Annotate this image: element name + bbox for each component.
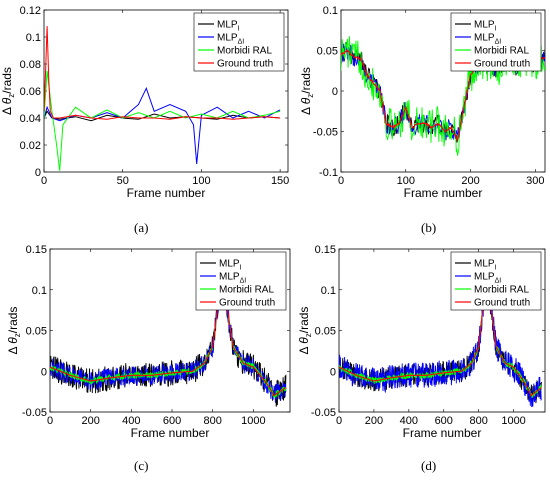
series-mlp_di xyxy=(44,86,281,164)
legend-label-mlp_i: MLPI xyxy=(474,20,497,33)
caption-a: (a) xyxy=(134,220,149,235)
y-tick-label: 0 xyxy=(332,86,338,98)
panel-b: 0 100 200 300 -0.1 -0.05 0 0.05 0.1 Frame number Δ… xyxy=(299,5,546,200)
x-tick-label: 0 xyxy=(336,415,342,427)
y-tick-label: 0.12 xyxy=(20,5,41,17)
legend-box xyxy=(450,12,542,72)
y-tick-label: 0.05 xyxy=(315,326,336,338)
y-tick-label: -0.05 xyxy=(22,407,47,419)
x-tick-label: 400 xyxy=(400,415,418,427)
legend-label-mlp_di: MLPΔI xyxy=(217,33,244,46)
y-tick-label: -0.1 xyxy=(319,167,338,179)
legend-label-mlp_di: MLPΔI xyxy=(219,272,246,285)
y-tick-label: 0.02 xyxy=(20,140,41,152)
x-tick-label: 800 xyxy=(469,415,487,427)
y-axis-label: Δ θz/rads xyxy=(6,307,22,355)
y-axis-label: Δ θz/rads xyxy=(297,307,313,355)
x-tick-label: 100 xyxy=(192,175,210,187)
series-morbidi xyxy=(339,259,542,398)
y-tick-label: 0.1 xyxy=(32,285,47,297)
y-tick-label: 0.1 xyxy=(26,32,41,44)
y-axis-label: Δ θz/rads xyxy=(0,67,16,115)
x-tick-label: 0 xyxy=(338,175,344,187)
y-tick-label: 0.05 xyxy=(26,326,47,338)
y-tick-label: 0 xyxy=(35,167,41,179)
caption-c: (c) xyxy=(134,458,149,473)
y-tick-label: 0.06 xyxy=(20,86,41,98)
legend-box xyxy=(193,12,285,72)
legend-label-morbidi: Morbidi RAL xyxy=(219,285,274,296)
legend-label-gt: Ground truth xyxy=(474,59,530,70)
y-tick-label: -0.05 xyxy=(313,127,338,139)
panel-a: 0 50 100 150 0 0.02 0.04 0.06 0.08 0.1 0.12 Frame n… xyxy=(0,5,289,200)
legend-label-gt: Ground truth xyxy=(219,298,275,309)
x-tick-label: 0 xyxy=(41,175,47,187)
legend-label-gt: Ground truth xyxy=(217,59,273,70)
y-tick-label: 0 xyxy=(41,366,47,378)
y-tick-label: 0.08 xyxy=(20,59,41,71)
x-tick-label: 800 xyxy=(204,415,222,427)
series-mlp_di xyxy=(50,257,287,403)
x-tick-label: 0 xyxy=(47,415,53,427)
legend-label-gt: Ground truth xyxy=(474,298,530,309)
y-tick-label: 0 xyxy=(330,366,336,378)
legend-label-morbidi: Morbidi RAL xyxy=(474,46,529,57)
y-axis-label: Δ θz/rads xyxy=(299,67,315,115)
x-tick-label: 100 xyxy=(397,175,415,187)
y-tick-label: 0.05 xyxy=(317,46,338,58)
x-tick-label: 400 xyxy=(122,415,140,427)
x-tick-label: 600 xyxy=(435,415,453,427)
x-tick-label: 300 xyxy=(526,175,544,187)
y-tick-label: 0.04 xyxy=(20,113,41,125)
legend-label-mlp_i: MLPI xyxy=(219,259,242,272)
caption-b: (b) xyxy=(421,220,437,235)
legend-label-mlp_di: MLPΔI xyxy=(474,272,501,285)
x-tick-label: 50 xyxy=(117,175,129,187)
y-tick-label: -0.05 xyxy=(311,407,336,419)
legend-label-morbidi: Morbidi RAL xyxy=(217,46,272,57)
caption-d: (d) xyxy=(421,458,437,473)
legend-label-morbidi: Morbidi RAL xyxy=(474,285,529,296)
series-gt xyxy=(50,261,287,397)
x-tick-label: 600 xyxy=(163,415,181,427)
y-tick-label: 0.15 xyxy=(26,244,47,256)
y-tick-label: 0.15 xyxy=(315,244,336,256)
x-tick-label: 200 xyxy=(81,415,99,427)
x-axis-label: Frame number xyxy=(404,186,483,200)
x-tick-label: 1000 xyxy=(241,415,265,427)
series-gt xyxy=(44,26,281,120)
panel-d: 0 200 400 600 800 1000-0.0500.050.10.15Frame … xyxy=(297,244,546,440)
x-axis-label: Frame number xyxy=(127,186,206,200)
x-tick-label: 200 xyxy=(461,175,479,187)
y-tick-label: 0.1 xyxy=(323,5,338,17)
series-mlp_i xyxy=(44,110,281,122)
series-morbidi xyxy=(50,261,287,399)
y-tick-label: 0.1 xyxy=(321,285,336,297)
x-tick-label: 150 xyxy=(271,175,289,187)
series-morbidi xyxy=(44,70,281,171)
x-tick-label: 200 xyxy=(365,415,383,427)
panel-c: 0 200 400 600 800 1000-0.0500.050.10.15Frame … xyxy=(6,244,291,440)
series-mlp_i xyxy=(50,251,287,407)
x-axis-label: Frame number xyxy=(131,426,210,440)
x-tick-label: 1000 xyxy=(501,415,525,427)
x-axis-label: Frame number xyxy=(403,426,482,440)
series-gt xyxy=(339,261,542,397)
legend-box xyxy=(195,251,287,311)
legend-label-mlp_i: MLPI xyxy=(474,259,497,272)
legend-label-mlp_i: MLPI xyxy=(217,20,240,33)
legend-box xyxy=(450,251,542,311)
legend-label-mlp_di: MLPΔI xyxy=(474,33,501,46)
